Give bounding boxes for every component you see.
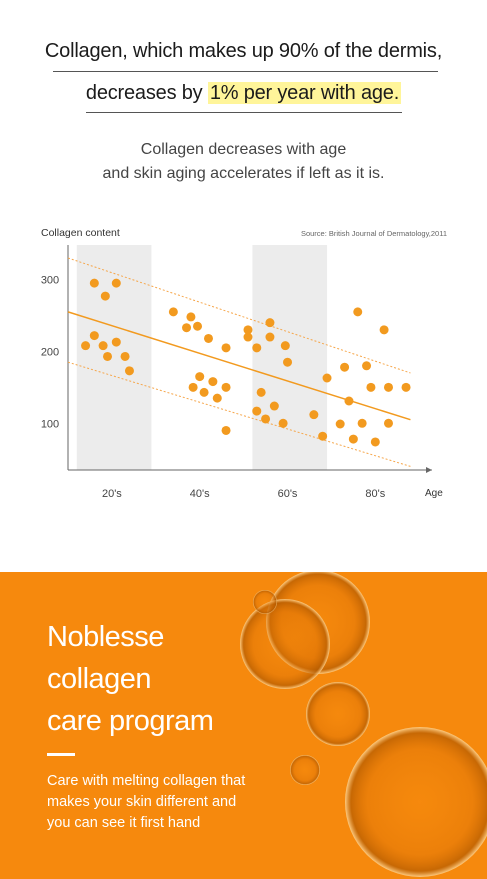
x-tick-label: 40's [190, 488, 210, 500]
data-points [81, 278, 411, 447]
promo-text-line-2: makes your skin different and [47, 794, 237, 810]
promo-title: Noblesse collagen care program [47, 616, 214, 742]
data-point [103, 351, 113, 361]
data-point [322, 373, 332, 383]
y-tick-label: 100 [41, 418, 59, 430]
info-section: Collagen, which makes up 90% of the derm… [0, 40, 487, 500]
y-axis-label: Collagen content [41, 227, 120, 239]
data-point [366, 382, 376, 392]
data-point [357, 418, 367, 428]
headline-underline-1 [53, 71, 438, 72]
data-point [383, 418, 393, 428]
promo-description: Care with melting collagen that makes yo… [47, 771, 245, 834]
data-point [344, 396, 354, 406]
data-point [120, 351, 130, 361]
data-point [353, 307, 363, 317]
data-point [89, 278, 99, 288]
data-point [186, 312, 196, 322]
headline-underline-2 [86, 112, 402, 113]
shaded-band-2 [252, 245, 328, 470]
headline-line-1: Collagen, which makes up 90% of the derm… [44, 40, 443, 62]
data-point [89, 331, 99, 341]
promo-banner: Noblesse collagen care program Care with… [0, 572, 487, 879]
data-point [261, 414, 271, 424]
promo-title-line-1: Noblesse [47, 621, 164, 653]
data-point [252, 406, 262, 416]
y-tick-label: 200 [41, 346, 59, 358]
data-point [208, 377, 218, 387]
x-tick-label: 20's [102, 488, 122, 500]
source-note: Source: British Journal of Dermatology,2… [301, 229, 447, 238]
x-tick-label: 80's [365, 488, 385, 500]
subtitle-line-1: Collagen decreases with age [140, 141, 347, 158]
data-point [81, 341, 91, 351]
data-point [340, 362, 350, 372]
data-point [252, 343, 262, 353]
x-axis-label: Age [425, 488, 443, 499]
data-point [199, 387, 209, 397]
data-point [401, 382, 411, 392]
promo-title-line-2: collagen [47, 663, 152, 695]
data-point [309, 410, 319, 420]
collagen-bubbles-image [240, 572, 487, 877]
data-point [265, 318, 275, 328]
data-point [182, 323, 192, 333]
x-tick-labels: 20's 40's 60's 80's [102, 488, 386, 500]
data-point [335, 419, 345, 429]
data-point [195, 372, 205, 382]
data-point [124, 366, 134, 376]
data-point [383, 382, 393, 392]
x-axis-arrow [426, 467, 432, 473]
headline-line-2: decreases by 1% per year with age. [0, 82, 487, 105]
data-point [168, 307, 178, 317]
data-point [265, 332, 275, 342]
upper-range-line [67, 257, 411, 374]
headline-highlight: 1% per year with age. [207, 82, 402, 104]
subtitle-line-2: and skin aging accelerates if left as it… [102, 165, 385, 182]
data-point [243, 325, 253, 335]
data-point [212, 393, 222, 403]
data-point [278, 418, 288, 428]
data-point [256, 387, 266, 397]
data-point [203, 333, 213, 343]
data-point [221, 343, 231, 353]
data-point [98, 341, 108, 351]
data-point [221, 382, 231, 392]
data-point [370, 437, 380, 447]
shaded-bands [76, 245, 328, 470]
data-point [362, 361, 372, 371]
data-point [188, 382, 198, 392]
x-tick-label: 60's [278, 488, 298, 500]
data-point [100, 291, 110, 301]
y-tick-label: 300 [41, 275, 59, 287]
data-point [269, 401, 279, 411]
collagen-scatter-chart: 100 200 300 20's 40's 60's 80's Collagen cont… [41, 227, 447, 500]
shaded-band-1 [76, 245, 152, 470]
headline-line-2-prefix: decreases by [85, 82, 208, 104]
data-point [379, 325, 389, 335]
y-tick-labels: 100 200 300 [41, 275, 59, 431]
data-point [283, 357, 293, 367]
data-point [111, 278, 121, 288]
promo-text-line-3: you can see it first hand [47, 815, 201, 831]
promo-divider [47, 753, 75, 756]
data-point [348, 434, 358, 444]
promo-title-line-3: care program [47, 705, 214, 737]
data-point [243, 332, 253, 342]
data-point [193, 321, 203, 331]
data-point [280, 341, 290, 351]
data-point [318, 431, 328, 441]
data-point [221, 425, 231, 435]
promo-text-line-1: Care with melting collagen that [47, 773, 246, 789]
data-point [111, 337, 121, 347]
